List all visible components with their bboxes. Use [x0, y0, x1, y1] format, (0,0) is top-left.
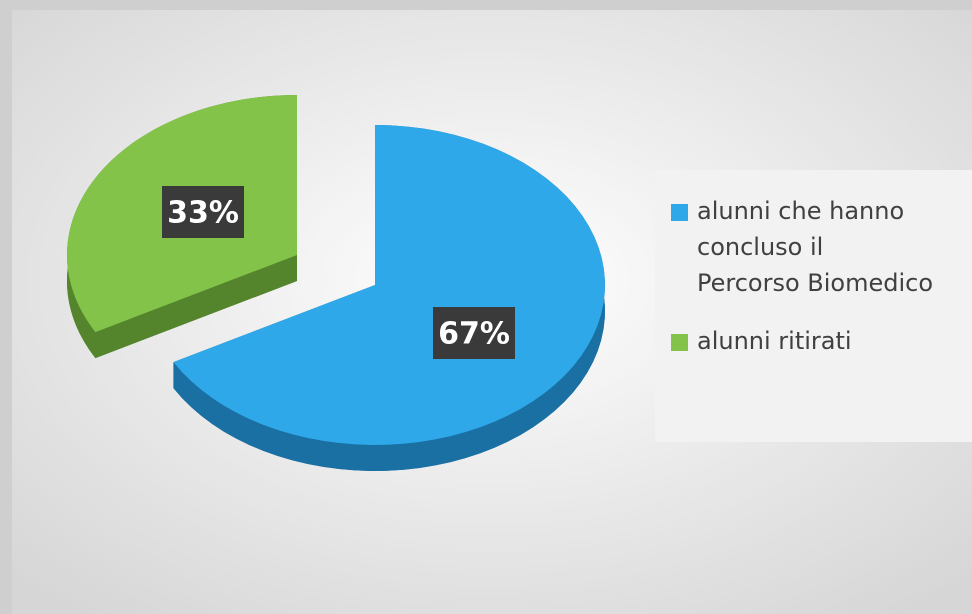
- legend-line: alunni ritirati: [697, 327, 852, 355]
- data-label: 67%: [438, 317, 510, 352]
- data-label: 33%: [167, 196, 239, 231]
- legend-box: [655, 170, 972, 442]
- legend-line: Percorso Biomedico: [697, 269, 933, 297]
- legend-swatch: [671, 204, 688, 221]
- slice: [173, 125, 605, 445]
- legend-label: alunni ritirati: [697, 327, 852, 355]
- legend-line: concluso il: [697, 233, 823, 261]
- data-label-box: [162, 186, 244, 238]
- data-label-box: [433, 307, 515, 359]
- legend-label: alunni che hanno concluso il Percorso Biom…: [697, 197, 933, 297]
- slice-wall: [95, 255, 297, 359]
- legend-line: alunni che hanno: [697, 197, 904, 225]
- legend-swatch: [671, 334, 688, 351]
